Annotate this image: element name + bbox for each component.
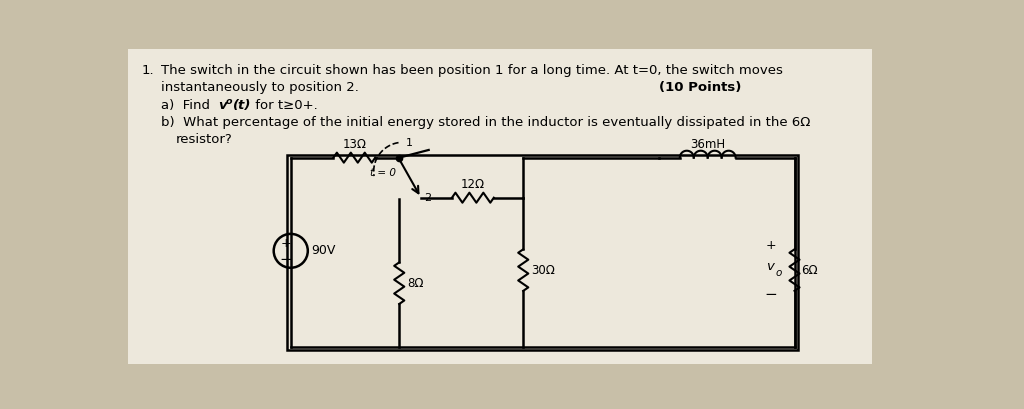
Bar: [287, 155, 799, 350]
Text: 2: 2: [424, 193, 431, 203]
Text: 90V: 90V: [311, 244, 336, 257]
Text: 13Ω: 13Ω: [342, 138, 367, 151]
Text: 8Ω: 8Ω: [407, 276, 424, 290]
Text: 12Ω: 12Ω: [461, 178, 485, 191]
Text: −: −: [280, 252, 293, 267]
Text: 1: 1: [406, 138, 413, 148]
Text: v: v: [218, 99, 226, 112]
Text: t = 0: t = 0: [370, 169, 396, 178]
Text: resistor?: resistor?: [176, 133, 232, 146]
Text: v: v: [766, 261, 774, 274]
Text: o: o: [775, 268, 781, 278]
Text: +: +: [281, 237, 292, 250]
Text: instantaneously to position 2.: instantaneously to position 2.: [161, 81, 358, 94]
Text: for t≥0+.: for t≥0+.: [251, 99, 317, 112]
Text: 30Ω: 30Ω: [531, 263, 555, 276]
Text: 1.: 1.: [142, 64, 155, 77]
Text: 6Ω: 6Ω: [802, 263, 818, 276]
Text: −: −: [765, 287, 777, 302]
Text: a)  Find: a) Find: [161, 99, 214, 112]
Text: b)  What percentage of the initial energy stored in the inductor is eventually d: b) What percentage of the initial energy…: [161, 116, 810, 129]
Text: The switch in the circuit shown has been position 1 for a long time. At t=0, the: The switch in the circuit shown has been…: [161, 64, 782, 77]
Text: +: +: [766, 239, 776, 252]
Text: o: o: [226, 97, 232, 106]
Text: 36mH: 36mH: [690, 138, 725, 151]
Text: (t): (t): [232, 99, 251, 112]
Text: (10 Points): (10 Points): [658, 81, 741, 94]
